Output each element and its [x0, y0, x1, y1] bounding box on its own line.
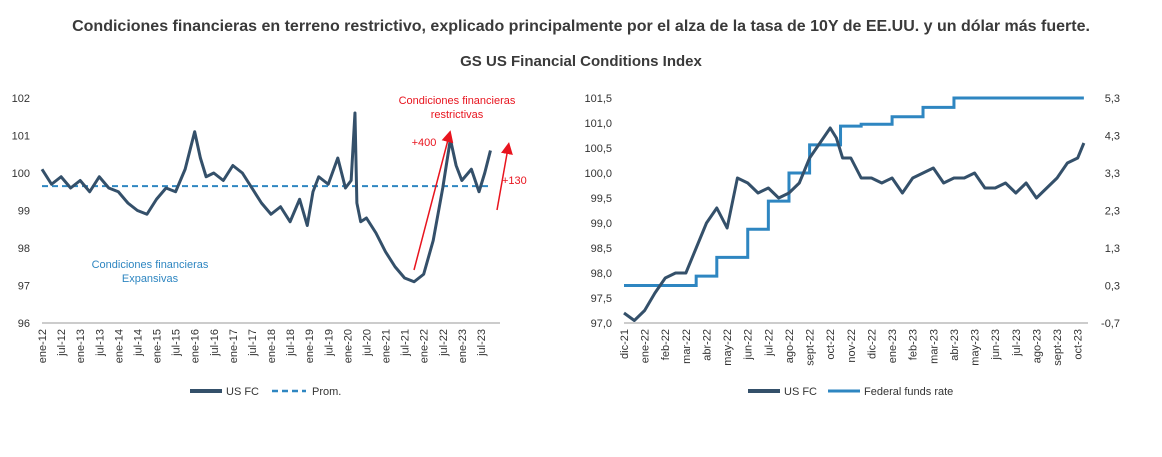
left-x-tick: ene-19: [304, 329, 316, 363]
right-x-tick: mar-22: [681, 329, 693, 364]
right-x-tick: dic-21: [619, 329, 631, 359]
right-legend: US FC Federal funds rate: [748, 386, 953, 398]
right-x-tick: feb-22: [660, 329, 672, 360]
right-x-tick: feb-23: [908, 329, 920, 360]
left-x-tick: ene-22: [419, 329, 431, 363]
right-y-tick: 100,5: [584, 143, 612, 155]
left-x-tick: jul-15: [171, 329, 183, 357]
right-x-tick: jul-22: [763, 329, 775, 357]
right-x-tick: dic-22: [866, 329, 878, 359]
right-x-tick: jul-23: [1011, 329, 1023, 357]
right-y2-tick: 1,3: [1105, 243, 1120, 255]
left-x-tick: jul-14: [132, 329, 144, 357]
headline: Condiciones financieras en terreno restr…: [72, 18, 1090, 35]
right-x-tick: abr-22: [701, 329, 713, 361]
plus400-label: +400: [412, 137, 437, 149]
right-y2-tick: 4,3: [1105, 131, 1120, 143]
left-x-tick: jul-22: [438, 329, 450, 357]
left-y-tick: 99: [18, 206, 30, 218]
left-x-tick: ene-17: [228, 329, 240, 363]
restrictive-label-1: Condiciones financieras: [399, 95, 516, 107]
right-x-tick: oct-23: [1073, 329, 1085, 360]
left-x-tick: ene-13: [75, 329, 87, 363]
left-x-tick: jul-19: [323, 329, 335, 357]
right-x-tick: mar-23: [928, 329, 940, 364]
right-x-tick: may-22: [722, 329, 734, 366]
chart-subtitle: GS US Financial Conditions Index: [460, 53, 702, 70]
right-y-tick: 97,5: [591, 293, 612, 305]
right-x-tick: nov-22: [846, 329, 858, 363]
right-x-tick: may-23: [970, 329, 982, 366]
right-x-tick: ene-23: [887, 329, 899, 363]
right-y-tick: 97,0: [591, 318, 612, 330]
right-x-tick: ago-22: [784, 329, 796, 363]
left-x-tick: jul-12: [56, 329, 68, 357]
left-x-tick: ene-21: [381, 329, 393, 363]
right-x-tick: oct-22: [825, 329, 837, 360]
expansive-label-2: Expansivas: [122, 273, 179, 285]
right-y2-tick: 2,3: [1105, 206, 1120, 218]
left-x-tick: jul-20: [361, 329, 373, 357]
plus130-label: +130: [502, 175, 527, 187]
legend-right-us-fc-label: US FC: [784, 386, 817, 398]
right-x-tick: ene-22: [640, 329, 652, 363]
left-chart: 96 97 98 99 100 101 102 ene-12 jul-12 ene-13 jul-…: [12, 93, 527, 398]
right-x-tick: sept-22: [805, 329, 817, 366]
right-x-tick: jun-22: [743, 329, 755, 361]
right-y-tick: 98,0: [591, 268, 612, 280]
right-y-tick: 100,0: [584, 168, 612, 180]
left-x-tick: jul-17: [247, 329, 259, 357]
us-fc-line: [40, 111, 492, 284]
legend-prom-label: Prom.: [312, 386, 341, 398]
fed-funds-line: [624, 96, 1084, 287]
left-y-tick: 101: [12, 131, 30, 143]
left-y-tick: 98: [18, 243, 30, 255]
right-y-tick: 101,0: [584, 118, 612, 130]
left-x-tick: ene-14: [113, 329, 125, 363]
right-x-tick: sept-23: [1052, 329, 1064, 366]
left-x-tick: ene-15: [152, 329, 164, 363]
left-x-tick: ene-18: [266, 329, 278, 363]
right-y2-tick: -0,7: [1101, 318, 1120, 330]
right-x-tick: ago-23: [1031, 329, 1043, 363]
left-x-tick: ene-20: [342, 329, 354, 363]
left-y-tick: 97: [18, 281, 30, 293]
right-y-tick: 98,5: [591, 243, 612, 255]
right-x-tick: abr-23: [949, 329, 961, 361]
left-x-tick: jul-18: [285, 329, 297, 357]
legend-us-fc-label: US FC: [226, 386, 259, 398]
expansive-label-1: Condiciones financieras: [92, 259, 209, 271]
right-y2-tick: 5,3: [1105, 93, 1120, 105]
legend-ffr-label: Federal funds rate: [864, 386, 953, 398]
right-y2-tick: 0,3: [1105, 281, 1120, 293]
arrow-plus400: [413, 130, 454, 271]
left-x-tick: ene-16: [190, 329, 202, 363]
restrictive-label-2: restrictivas: [431, 109, 484, 121]
left-y-tick: 100: [12, 168, 30, 180]
right-y2-tick: 3,3: [1105, 168, 1120, 180]
left-legend: US FC Prom.: [190, 386, 341, 398]
left-y-tick: 102: [12, 93, 30, 105]
left-x-tick: jul-16: [209, 329, 221, 357]
right-y-tick: 99,5: [591, 193, 612, 205]
left-x-tick: ene-12: [37, 329, 49, 363]
right-y-tick: 99,0: [591, 218, 612, 230]
right-y-tick: 101,5: [584, 93, 612, 105]
arrow-plus130: [496, 142, 513, 211]
left-x-tick: jul-21: [400, 329, 412, 357]
right-us-fc-line: [623, 126, 1086, 322]
left-x-tick: jul-13: [94, 329, 106, 357]
left-y-tick: 96: [18, 318, 30, 330]
right-chart: 97,0 97,5 98,0 98,5 99,0 99,5 100,0 100,5 101,0 1…: [584, 93, 1120, 398]
right-x-tick: jun-23: [990, 329, 1002, 361]
left-x-tick: ene-23: [457, 329, 469, 363]
left-x-tick: jul-23: [476, 329, 488, 357]
